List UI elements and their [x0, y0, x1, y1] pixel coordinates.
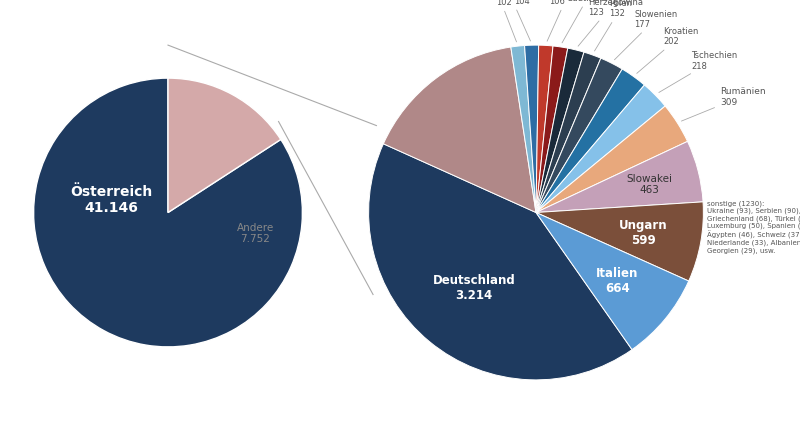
Wedge shape: [525, 46, 538, 213]
Text: Tschechien
218: Tschechien 218: [659, 51, 738, 93]
Text: sonstige (1230):
Ukraine (93), Serbien (90), Iran (72),
Griechenland (68), Türke: sonstige (1230): Ukraine (93), Serbien (…: [706, 199, 800, 253]
Wedge shape: [383, 48, 536, 213]
Text: Slowenien
177: Slowenien 177: [614, 10, 678, 60]
Text: Italien
664: Italien 664: [596, 266, 638, 294]
Text: Südtirol...: Südtirol...: [562, 0, 608, 44]
Wedge shape: [536, 142, 703, 213]
Text: Polen
132: Polen 132: [594, 0, 633, 52]
Text: Ungarn
599: Ungarn 599: [618, 219, 667, 246]
Wedge shape: [536, 53, 601, 213]
Wedge shape: [536, 47, 568, 213]
Wedge shape: [34, 79, 302, 347]
Wedge shape: [536, 49, 584, 213]
Text: Bosnien und
Herzegowina
123: Bosnien und Herzegowina 123: [578, 0, 643, 47]
Text: Russland
106: Russland 106: [547, 0, 586, 42]
Wedge shape: [536, 70, 645, 213]
Wedge shape: [536, 46, 553, 213]
Wedge shape: [536, 86, 665, 213]
Text: Deutschland
3.214: Deutschland 3.214: [433, 273, 515, 302]
Text: Österreich
41.146: Österreich 41.146: [70, 184, 153, 215]
Text: Andere
7.752: Andere 7.752: [237, 222, 274, 244]
Text: Rumänien
309: Rumänien 309: [682, 87, 766, 122]
Wedge shape: [168, 79, 281, 213]
Wedge shape: [511, 46, 536, 213]
Wedge shape: [536, 202, 703, 281]
Text: Kroatien
202: Kroatien 202: [637, 27, 698, 74]
Text: Syrien
102: Syrien 102: [486, 0, 517, 43]
Wedge shape: [536, 59, 622, 213]
Wedge shape: [536, 107, 687, 213]
Wedge shape: [536, 213, 689, 350]
Text: Slowakei
463: Slowakei 463: [626, 173, 673, 195]
Wedge shape: [369, 144, 632, 380]
Text: Bulgarien
104: Bulgarien 104: [490, 0, 530, 42]
